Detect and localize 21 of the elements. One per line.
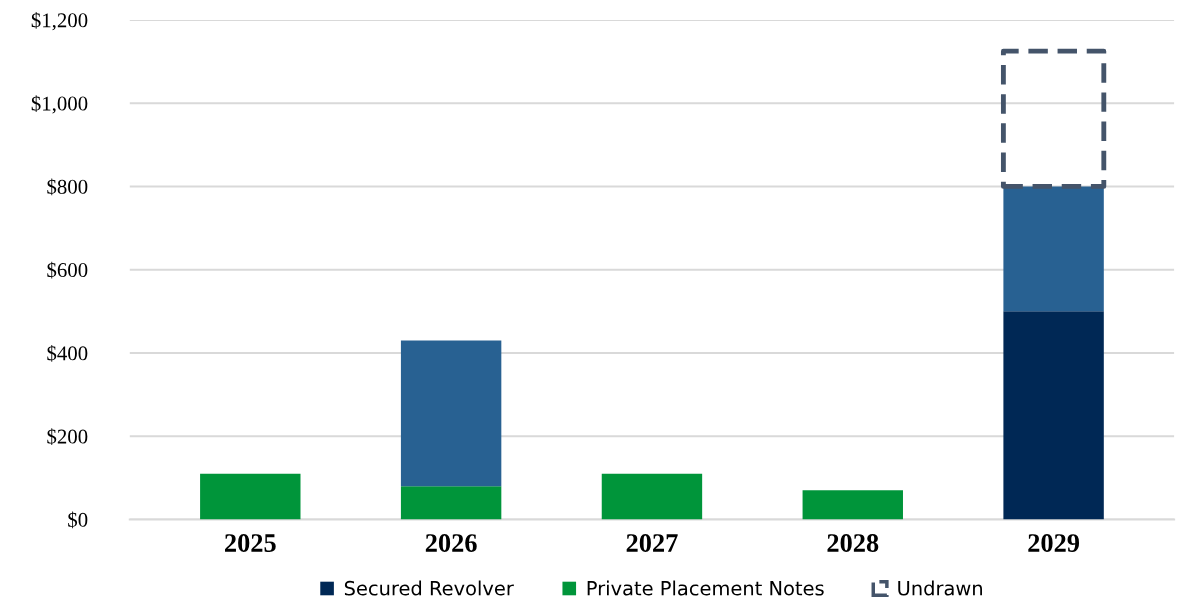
bar [802,490,903,520]
legend-label: Secured Revolver [344,580,514,596]
y-tick-label: $800 [47,178,88,196]
y-tick-label: $600 [47,261,88,279]
y-tick-label: $1,000 [31,95,88,114]
bar [200,473,301,520]
legend-label: Undrawn [898,580,982,596]
x-tick-label: 2029 [1028,534,1080,552]
y-tick-label: $200 [47,428,88,446]
bar [1003,311,1104,520]
bar [601,473,703,520]
y-tick-label: $1,200 [31,12,88,31]
x-tick-label: 2027 [626,534,678,552]
bar [400,340,502,487]
legend-label: Private Placement Notes [587,580,824,596]
y-tick-label: $400 [47,345,88,362]
x-tick-label: 2026 [425,534,477,552]
x-tick-label: 2028 [827,534,879,552]
y-tick-label: $0 [68,511,88,529]
x-tick-label: 2025 [225,534,276,552]
bar [400,486,502,520]
